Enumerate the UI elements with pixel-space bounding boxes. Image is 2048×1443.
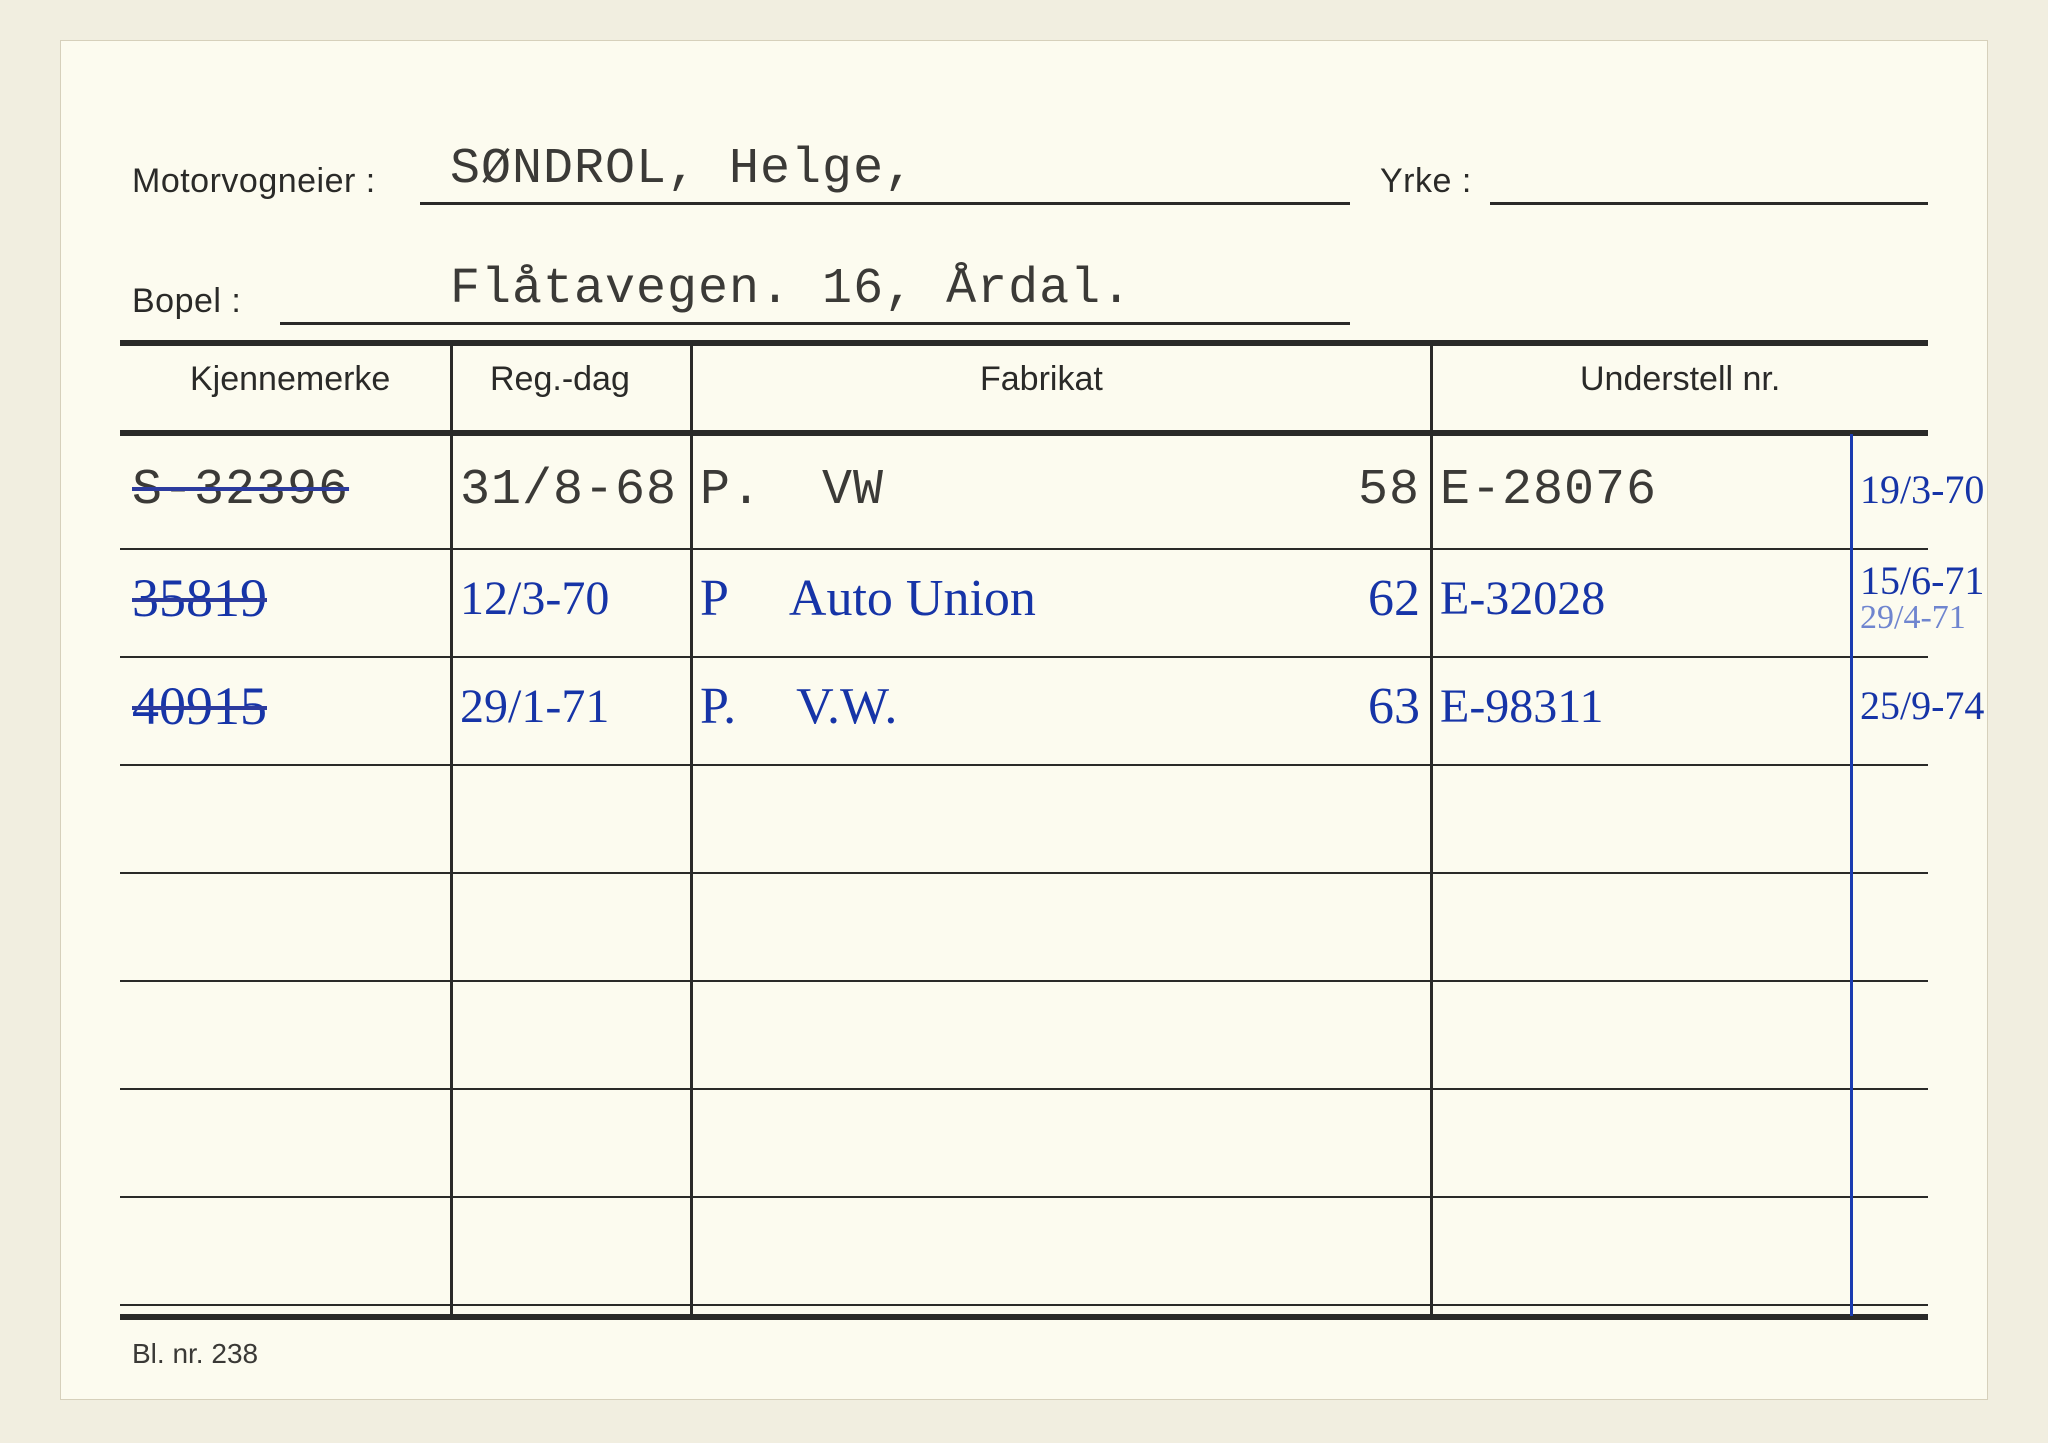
cell-note: 19/3-70: [1860, 440, 2020, 540]
regdag-value: 31/8-68: [460, 462, 677, 519]
fabrikat-year: 58: [1358, 462, 1420, 519]
understell-value: E-98311: [1440, 679, 1604, 734]
col-divider-3: [1430, 342, 1433, 1316]
fabrikat-type-code: P: [700, 569, 729, 628]
table-header-rule: [120, 430, 1928, 436]
cell-understell: E-28076: [1440, 440, 1860, 540]
bopel-underline: Flåtavegen. 16, Årdal.: [280, 260, 1350, 325]
cell-kjennemerke: 35819: [132, 548, 442, 648]
cell-regdag: 29/1-71: [460, 656, 685, 756]
th-fabrikat: Fabrikat: [980, 360, 1103, 399]
fabrikat-make: VW: [822, 462, 1358, 519]
owner-value: SØNDROL, Helge,: [450, 141, 915, 198]
understell-value: E-28076: [1440, 462, 1657, 519]
yrke-underline: [1490, 140, 1928, 205]
regdag-value: 29/1-71: [460, 679, 609, 734]
fabrikat-make: Auto Union: [789, 569, 1368, 628]
kjennemerke-value: 35819: [132, 567, 267, 629]
table-top-rule: [120, 340, 1928, 346]
owner-underline: SØNDROL, Helge,: [420, 140, 1350, 205]
note-date-secondary: 29/4-71: [1860, 601, 1966, 635]
cell-note: 25/9-74: [1860, 656, 2020, 756]
row-divider: [120, 872, 1928, 874]
cell-understell: E-98311: [1440, 656, 1860, 756]
cell-fabrikat: P Auto Union62: [700, 548, 1420, 648]
row-divider: [120, 980, 1928, 982]
cell-understell: E-32028: [1440, 548, 1860, 648]
col-divider-2: [690, 342, 693, 1316]
table-bottom-rule: [120, 1314, 1928, 1320]
cell-regdag: 12/3-70: [460, 548, 685, 648]
fabrikat-make: V.W.: [796, 677, 1368, 736]
kjennemerke-value: S-32396: [132, 462, 349, 519]
kjennemerke-value: 40915: [132, 675, 267, 737]
th-understell: Understell nr.: [1580, 360, 1780, 399]
notes-divider-blue: [1850, 434, 1853, 1316]
note-date: 15/6-71: [1860, 561, 1984, 601]
th-regdag: Reg.-dag: [490, 360, 630, 399]
col-divider-1: [450, 342, 453, 1316]
th-kjennemerke: Kjennemerke: [190, 360, 390, 399]
note-date: 19/3-70: [1860, 470, 1984, 510]
yrke-label: Yrke :: [1380, 162, 1472, 201]
regdag-value: 12/3-70: [460, 571, 609, 626]
cell-kjennemerke: 40915: [132, 656, 442, 756]
cell-fabrikat: P. V.W.63: [700, 656, 1420, 756]
cell-note: 15/6-7129/4-71: [1860, 548, 2020, 648]
note-date: 25/9-74: [1860, 686, 1984, 726]
cell-kjennemerke: S-32396: [132, 440, 442, 540]
index-card: Motorvogneier : SØNDROL, Helge, Yrke : B…: [60, 40, 1988, 1400]
cell-fabrikat: P. VW58: [700, 440, 1420, 540]
form-number: Bl. nr. 238: [132, 1338, 258, 1370]
row-divider: [120, 764, 1928, 766]
fabrikat-type-code: P.: [700, 677, 736, 736]
fabrikat-year: 62: [1368, 569, 1420, 628]
bopel-value: Flåtavegen. 16, Årdal.: [450, 261, 1132, 318]
bopel-label: Bopel :: [132, 282, 241, 321]
row-divider: [120, 1304, 1928, 1306]
fabrikat-year: 63: [1368, 677, 1420, 736]
owner-label: Motorvogneier :: [132, 162, 376, 201]
fabrikat-type-code: P.: [700, 462, 762, 519]
cell-regdag: 31/8-68: [460, 440, 685, 540]
row-divider: [120, 1196, 1928, 1198]
understell-value: E-32028: [1440, 571, 1605, 626]
row-divider: [120, 1088, 1928, 1090]
